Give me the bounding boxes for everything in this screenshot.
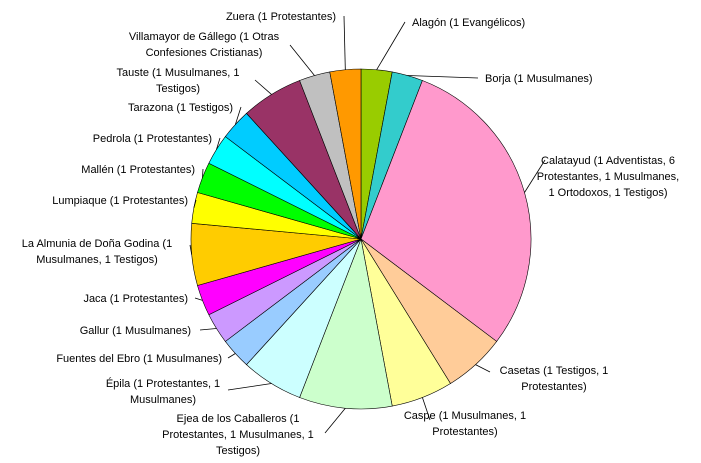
leader-line <box>422 397 431 421</box>
leader-line <box>289 44 315 76</box>
slice-label: Zuera (1 Protestantes) <box>226 11 336 23</box>
slice-label: Pedrola (1 Protestantes) <box>93 133 212 145</box>
slice-label: Lumpiaque (1 Protestantes) <box>52 195 188 207</box>
pie-slice <box>360 80 532 342</box>
leader-line <box>343 15 346 70</box>
slice-label: Borja (1 Musulmanes) <box>485 73 593 85</box>
leader-line <box>254 79 272 95</box>
leader-line <box>407 75 479 79</box>
leader-line <box>227 353 236 359</box>
slice-label: Ejea de los Caballeros (1 Protestantes, 1… <box>162 413 314 457</box>
slice-label: Caspe (1 Musulmanes, 1 Protestantes) <box>404 410 526 438</box>
slice-label: Tarazona (1 Testigos) <box>128 102 233 114</box>
leader-line <box>524 159 546 193</box>
slice-label: Épila (1 Protestantes, 1 Musulmanes) <box>106 377 220 406</box>
slice-label: Mallén (1 Protestantes) <box>81 164 195 176</box>
slice-label: Casetas (1 Testigos, 1 Protestantes) <box>500 365 609 393</box>
pie-slice <box>329 68 362 240</box>
leader-line <box>376 21 406 70</box>
leader-line <box>193 199 197 208</box>
slice-label: Fuentes del Ebro (1 Musulmanes) <box>56 353 222 365</box>
leader-line <box>194 297 203 301</box>
pie-slice <box>299 237 393 410</box>
slice-label: Jaca (1 Protestantes) <box>83 293 188 305</box>
slice-label: La Almunia de Doña Godina (1 Musulmanes, … <box>22 238 172 266</box>
leader-line <box>475 364 491 373</box>
slice-label: Tauste (1 Musulmanes, 1 Testigos) <box>117 67 240 95</box>
slice-label: Gallur (1 Musulmanes) <box>80 325 191 337</box>
leader-line <box>234 106 242 125</box>
leader-line <box>216 137 221 150</box>
leader-line <box>227 383 272 391</box>
leader-line <box>324 408 346 434</box>
leader-line <box>189 244 193 255</box>
slice-label: Calatayud (1 Adventistas, 6 Protestantes,… <box>537 155 679 199</box>
slice-label: Alagón (1 Evangélicos) <box>412 17 525 29</box>
leader-line <box>202 168 204 178</box>
leader-line <box>199 328 217 331</box>
slice-label: Villamayor de Gállego (1 Otras Confesione… <box>129 31 280 59</box>
